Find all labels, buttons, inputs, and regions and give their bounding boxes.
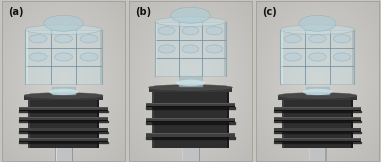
Ellipse shape <box>49 89 78 95</box>
Bar <box>146 133 235 134</box>
Bar <box>28 100 30 148</box>
Polygon shape <box>179 76 202 86</box>
Bar <box>274 107 360 111</box>
Ellipse shape <box>176 80 205 86</box>
Bar <box>19 117 108 118</box>
Bar <box>352 30 354 84</box>
Bar <box>146 118 235 122</box>
Bar <box>274 117 360 121</box>
Bar <box>152 92 154 148</box>
Bar <box>274 127 360 128</box>
Ellipse shape <box>299 15 336 31</box>
Ellipse shape <box>80 53 98 61</box>
Bar <box>19 141 108 142</box>
Ellipse shape <box>309 35 326 43</box>
Bar <box>152 91 229 92</box>
Bar <box>149 87 232 92</box>
Bar <box>274 138 360 142</box>
Bar <box>146 106 235 107</box>
Ellipse shape <box>29 35 47 43</box>
Bar <box>274 120 360 121</box>
Bar <box>25 30 102 84</box>
Ellipse shape <box>182 27 199 35</box>
Ellipse shape <box>182 45 199 53</box>
Bar <box>28 99 99 100</box>
Polygon shape <box>53 87 75 94</box>
Bar <box>25 30 27 84</box>
Bar <box>55 144 72 161</box>
Bar <box>274 127 360 132</box>
Ellipse shape <box>158 27 175 35</box>
Bar <box>155 22 157 76</box>
Bar <box>146 133 235 137</box>
Bar <box>274 117 360 118</box>
Bar <box>146 103 235 107</box>
Bar <box>146 118 235 119</box>
Bar <box>19 127 108 128</box>
Ellipse shape <box>303 89 332 95</box>
Ellipse shape <box>278 93 357 98</box>
Bar <box>274 107 360 108</box>
Ellipse shape <box>54 53 72 61</box>
Ellipse shape <box>206 45 223 53</box>
Ellipse shape <box>284 53 301 61</box>
Bar <box>309 144 326 161</box>
Ellipse shape <box>29 53 47 61</box>
Bar <box>19 138 108 142</box>
Bar <box>19 138 108 139</box>
Bar <box>24 95 103 100</box>
Polygon shape <box>306 87 328 94</box>
Ellipse shape <box>54 35 72 43</box>
Bar <box>280 30 354 84</box>
Bar <box>227 92 229 148</box>
Bar <box>182 144 199 161</box>
Ellipse shape <box>333 53 351 61</box>
Bar <box>274 141 360 142</box>
Bar <box>351 100 353 148</box>
Bar <box>19 120 108 121</box>
Ellipse shape <box>24 93 103 98</box>
Bar <box>283 100 352 148</box>
Bar <box>278 95 357 96</box>
Bar <box>274 138 360 139</box>
Ellipse shape <box>80 35 98 43</box>
Ellipse shape <box>155 17 226 26</box>
Ellipse shape <box>206 27 223 35</box>
Ellipse shape <box>333 35 351 43</box>
Bar <box>282 100 283 148</box>
Ellipse shape <box>44 15 83 31</box>
Ellipse shape <box>280 25 354 35</box>
Bar <box>280 30 283 84</box>
Bar <box>274 131 360 132</box>
Ellipse shape <box>284 35 301 43</box>
Bar <box>19 110 108 111</box>
Ellipse shape <box>25 25 102 35</box>
Text: (b): (b) <box>135 7 151 17</box>
Bar <box>19 117 108 121</box>
Bar <box>19 127 108 132</box>
Bar <box>19 107 108 111</box>
Ellipse shape <box>158 45 175 53</box>
Bar <box>149 87 232 88</box>
Bar <box>19 131 108 132</box>
Bar <box>29 100 98 148</box>
Bar <box>154 92 227 148</box>
Ellipse shape <box>309 53 326 61</box>
Bar <box>274 110 360 111</box>
Bar <box>99 30 102 84</box>
Bar <box>155 22 226 76</box>
Bar <box>278 95 357 100</box>
Text: (a): (a) <box>8 7 24 17</box>
Bar <box>24 95 103 96</box>
Ellipse shape <box>171 7 210 23</box>
Bar <box>19 107 108 108</box>
Bar <box>224 22 226 76</box>
Bar <box>282 99 353 100</box>
Ellipse shape <box>149 85 232 90</box>
Bar <box>98 100 99 148</box>
Bar <box>146 103 235 104</box>
Text: (c): (c) <box>262 7 277 17</box>
